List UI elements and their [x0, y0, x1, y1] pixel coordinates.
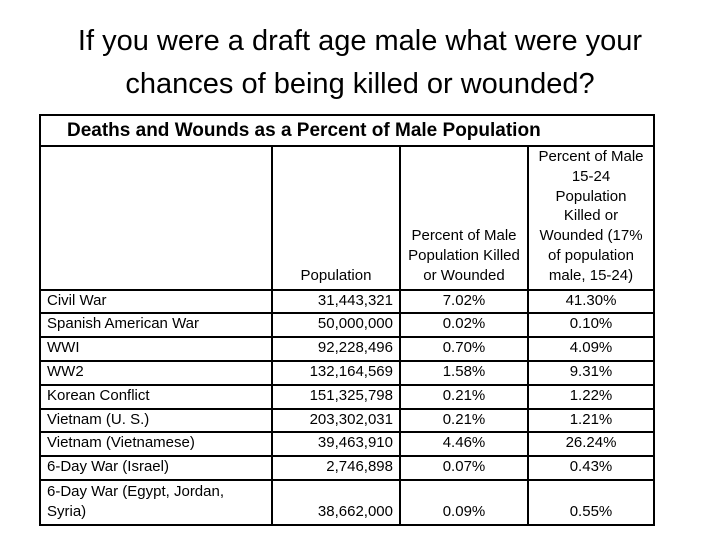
cell-pct-15-24: 1.22%: [527, 383, 655, 410]
deaths-wounds-table: Deaths and Wounds as a Percent of Male P…: [39, 113, 655, 526]
column-header-pct-male-killed: Percent of Male Population Killed or Wou…: [399, 145, 529, 291]
cell-pct-15-24: 4.09%: [527, 336, 655, 363]
table-row: 6-Day War (Israel) 2,746,898 0.07% 0.43%: [39, 455, 655, 482]
table-row: WW2 132,164,569 1.58% 9.31%: [39, 360, 655, 386]
table-row: Korean Conflict 151,325,798 0.21% 1.22%: [39, 383, 655, 410]
table-row: 6-Day War (Egypt, Jordan, Syria) 38,662,…: [39, 479, 655, 526]
cell-war: Vietnam (U. S.): [39, 407, 273, 434]
cell-pct-male: 0.21%: [399, 407, 529, 434]
cell-pct-male: 0.09%: [399, 479, 529, 526]
cell-population: 203,302,031: [271, 407, 401, 434]
cell-pct-15-24: 41.30%: [527, 288, 655, 315]
cell-population: 2,746,898: [271, 455, 401, 482]
cell-population: 151,325,798: [271, 383, 401, 410]
cell-pct-male: 1.58%: [399, 360, 529, 386]
cell-pct-male: 7.02%: [399, 288, 529, 315]
cell-war: 6-Day War (Israel): [39, 455, 273, 482]
table-row: Vietnam (Vietnamese) 39,463,910 4.46% 26…: [39, 431, 655, 458]
table-title: Deaths and Wounds as a Percent of Male P…: [39, 113, 655, 148]
cell-pct-male: 0.70%: [399, 336, 529, 363]
column-header-war: [39, 145, 273, 291]
column-header-pct-male-15-24-killed: Percent of Male 15-24 Population Killed …: [527, 145, 655, 291]
table-row: Vietnam (U. S.) 203,302,031 0.21% 1.21%: [39, 407, 655, 434]
cell-war: Vietnam (Vietnamese): [39, 431, 273, 458]
table-row: WWI 92,228,496 0.70% 4.09%: [39, 336, 655, 363]
cell-pct-15-24: 1.21%: [527, 407, 655, 434]
cell-population: 92,228,496: [271, 336, 401, 363]
slide-title: If you were a draft age male what were y…: [77, 25, 643, 100]
cell-pct-15-24: 0.55%: [527, 479, 655, 526]
cell-population: 132,164,569: [271, 360, 401, 386]
cell-pct-15-24: 26.24%: [527, 431, 655, 458]
table-header-row: Population Percent of Male Population Ki…: [39, 145, 655, 291]
table-row: Spanish American War 50,000,000 0.02% 0.…: [39, 312, 655, 339]
cell-war: Civil War: [39, 288, 273, 315]
cell-war: WWI: [39, 336, 273, 363]
cell-war: WW2: [39, 360, 273, 386]
cell-war: 6-Day War (Egypt, Jordan, Syria): [39, 479, 273, 526]
cell-population: 39,463,910: [271, 431, 401, 458]
cell-pct-15-24: 0.43%: [527, 455, 655, 482]
cell-pct-15-24: 0.10%: [527, 312, 655, 339]
cell-pct-male: 4.46%: [399, 431, 529, 458]
cell-population: 38,662,000: [271, 479, 401, 526]
column-header-population: Population: [271, 145, 401, 291]
cell-war: Korean Conflict: [39, 383, 273, 410]
cell-pct-male: 0.21%: [399, 383, 529, 410]
cell-pct-male: 0.02%: [399, 312, 529, 339]
cell-pct-15-24: 9.31%: [527, 360, 655, 386]
cell-war: Spanish American War: [39, 312, 273, 339]
table-row: Civil War 31,443,321 7.02% 41.30%: [39, 288, 655, 315]
table-title-row: Deaths and Wounds as a Percent of Male P…: [39, 113, 655, 148]
cell-population: 50,000,000: [271, 312, 401, 339]
cell-pct-male: 0.07%: [399, 455, 529, 482]
cell-population: 31,443,321: [271, 288, 401, 315]
